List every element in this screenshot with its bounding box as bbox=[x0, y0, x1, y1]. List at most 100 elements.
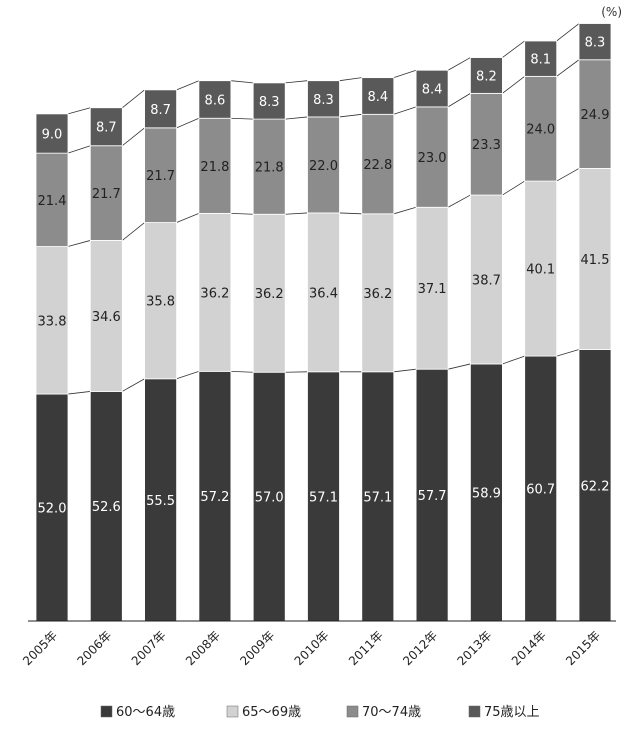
bar-segment bbox=[198, 370, 232, 622]
data-label: 57.1 bbox=[363, 490, 392, 505]
bar-segment bbox=[252, 371, 286, 622]
x-tick-label: 2013年 bbox=[455, 628, 495, 668]
bar-segment bbox=[144, 89, 178, 129]
data-label: 8.4 bbox=[367, 90, 388, 105]
bar-segment bbox=[252, 213, 286, 373]
data-label: 8.3 bbox=[259, 95, 280, 110]
legend-swatch bbox=[346, 705, 359, 718]
connector-line bbox=[447, 194, 471, 208]
legend-swatch bbox=[100, 705, 113, 718]
bars: 52.0 33.8 21.4 9.0 52.6 34.6 21.7 8.7 55.5 35.8 21… bbox=[35, 23, 612, 622]
data-label: 57.2 bbox=[200, 490, 229, 505]
connector-line bbox=[447, 93, 471, 108]
bar-segment bbox=[415, 69, 449, 108]
bar-segment bbox=[89, 145, 123, 241]
x-tick-label: 2005年 bbox=[20, 628, 60, 668]
bar-segment bbox=[307, 212, 340, 373]
data-label: 60.7 bbox=[526, 483, 555, 498]
legend-label: 60〜64歳 bbox=[116, 705, 175, 720]
bar-segment bbox=[35, 152, 69, 247]
connector-line bbox=[556, 168, 580, 182]
bar-segment bbox=[198, 212, 232, 372]
bar-segment bbox=[524, 355, 558, 622]
bar-segment bbox=[307, 80, 340, 118]
bar-segment bbox=[578, 23, 612, 61]
data-label: 35.8 bbox=[146, 295, 175, 310]
connector-line bbox=[285, 212, 308, 215]
bar-segment bbox=[35, 113, 69, 154]
data-label: 21.8 bbox=[200, 160, 229, 175]
connector-line bbox=[67, 145, 91, 154]
bar-segment bbox=[35, 246, 69, 395]
bar-segment bbox=[524, 40, 558, 77]
data-label: 8.3 bbox=[313, 93, 334, 108]
legend-label: 70〜74歳 bbox=[362, 705, 421, 720]
data-label: 21.4 bbox=[38, 194, 67, 209]
bar-segment bbox=[524, 180, 558, 357]
x-tick-label: 2015年 bbox=[563, 628, 603, 668]
bar-segment bbox=[415, 206, 449, 370]
bar-segment bbox=[144, 222, 178, 380]
data-label: 57.1 bbox=[309, 490, 338, 505]
connector-line bbox=[556, 23, 580, 42]
connector-line bbox=[230, 117, 254, 120]
connector-line bbox=[122, 222, 145, 241]
bar-segment bbox=[415, 368, 449, 622]
legend-label: 75歳以上 bbox=[484, 705, 540, 720]
data-label: 52.0 bbox=[38, 502, 67, 517]
x-tick-label: 2014年 bbox=[509, 628, 549, 668]
data-label: 57.7 bbox=[418, 489, 447, 504]
connector-line bbox=[285, 116, 308, 120]
data-label: 36.2 bbox=[255, 287, 284, 302]
bar-segment bbox=[469, 194, 503, 365]
connector-line bbox=[393, 368, 417, 373]
connector-line bbox=[339, 77, 362, 82]
bar-segment bbox=[307, 116, 340, 214]
connector-line bbox=[230, 212, 254, 215]
data-label: 37.1 bbox=[418, 282, 447, 297]
connector-line bbox=[67, 107, 91, 115]
connector-line bbox=[502, 40, 525, 58]
legend-label: 65〜69歳 bbox=[242, 705, 301, 720]
x-tick-label: 2006年 bbox=[74, 628, 114, 668]
data-label: 34.6 bbox=[92, 310, 121, 325]
unit-label: (%) bbox=[601, 5, 622, 19]
bar-segment bbox=[469, 57, 503, 94]
bar-segment bbox=[198, 80, 232, 119]
bar-segment bbox=[578, 168, 612, 350]
bar-segment bbox=[89, 391, 123, 622]
bar-segment bbox=[361, 77, 395, 115]
data-label: 23.3 bbox=[472, 138, 501, 153]
data-label: 21.7 bbox=[92, 187, 121, 202]
x-tick-label: 2007年 bbox=[129, 628, 169, 668]
connector-line bbox=[122, 378, 145, 392]
connector-line bbox=[122, 127, 145, 147]
connector-line bbox=[502, 355, 525, 365]
bar-segment bbox=[524, 75, 558, 182]
data-label: 33.8 bbox=[38, 314, 67, 329]
x-tick-label: 2009年 bbox=[237, 628, 277, 668]
bar-segment bbox=[578, 349, 612, 622]
data-label: 55.5 bbox=[146, 494, 175, 509]
data-label: 36.4 bbox=[309, 286, 338, 301]
bar-segment bbox=[252, 82, 286, 120]
data-label: 8.4 bbox=[422, 83, 443, 98]
data-label: 36.2 bbox=[200, 286, 229, 301]
data-label: 57.0 bbox=[255, 491, 284, 506]
connector-line bbox=[448, 363, 471, 370]
data-label: 41.5 bbox=[581, 253, 610, 268]
data-label: 8.6 bbox=[205, 93, 226, 108]
bar-segment bbox=[89, 240, 123, 392]
x-tick-labels: 2005年 2006年 2007年 2008年 2009年 2010年 2011年 2012年… bbox=[20, 628, 603, 668]
connector-line bbox=[176, 370, 200, 380]
x-tick-label: 2012年 bbox=[400, 628, 440, 668]
connector-line bbox=[556, 59, 580, 77]
bar-segment bbox=[415, 106, 449, 208]
data-label: 8.2 bbox=[476, 69, 497, 84]
connector-line bbox=[339, 212, 362, 215]
connector-line bbox=[502, 76, 525, 94]
data-label: 8.3 bbox=[585, 36, 606, 51]
connector-line bbox=[339, 113, 362, 118]
connector-line bbox=[393, 69, 417, 79]
bar-segment bbox=[252, 118, 286, 215]
